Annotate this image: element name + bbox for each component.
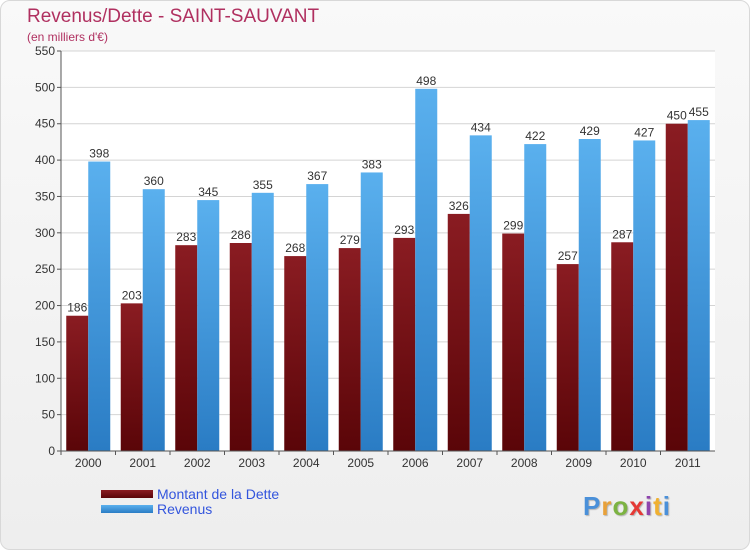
x-tick-label-2011: 2011 [675,456,701,470]
logo-letter-4: i [644,491,654,521]
bar-dette-2006 [393,237,416,451]
bar-dette-2003 [229,243,252,451]
bar-revenus-2011 [687,120,710,451]
x-tick-label-2005: 2005 [347,456,374,470]
y-tick-label-550: 550 [35,44,55,58]
bar-revenus-2007 [469,135,492,451]
x-tick-label-2008: 2008 [511,456,538,470]
bar-revenus-2000 [88,161,111,451]
y-tick-label-400: 400 [35,153,55,167]
bar-dette-2009 [556,264,579,451]
y-tick-label-200: 200 [35,299,55,313]
grid-lines [61,50,715,452]
y-tick-label-300: 300 [35,226,55,240]
bar-dette-2000 [66,315,89,451]
logo-letter-0: P [583,491,602,521]
data-label-revenus-2000: 398 [89,147,109,161]
x-tick-label-2004: 2004 [293,456,320,470]
logo-letter-6: i [662,491,671,521]
bar-revenus-2009 [578,139,601,451]
bar-dette-2001 [120,303,143,451]
bar-revenus-2004 [306,184,329,451]
logo-letter-3: x [629,491,645,521]
bar-dette-2007 [447,213,470,451]
chart-subtitle: (en milliers d'€) [27,30,108,44]
bar-revenus-2001 [142,189,165,451]
y-tick-label-50: 50 [42,408,56,422]
data-label-dette-2011: 450 [667,109,687,123]
y-tick-label-0: 0 [48,444,55,458]
data-label-revenus-2001: 360 [144,174,164,188]
bar-revenus-2003 [251,192,274,451]
bar-dette-2005 [338,248,361,451]
legend-label-revenus: Revenus [157,501,213,517]
x-tick-label-2010: 2010 [620,456,647,470]
bar-dette-2004 [284,256,307,451]
data-labels: 186 398 203 360 283 345 286 355 268 367 279 383 293 4… [67,74,709,315]
data-label-revenus-2006: 498 [416,74,436,88]
bar-revenus-2002 [197,200,220,451]
data-label-revenus-2005: 383 [362,157,382,171]
data-label-dette-2007: 326 [449,199,469,213]
y-tick-label-250: 250 [35,262,55,276]
x-tick-label-2006: 2006 [402,456,429,470]
logo-letter-2: o [612,491,630,521]
data-label-dette-2003: 286 [231,228,251,242]
data-label-dette-2002: 283 [176,230,196,244]
x-tick-label-2002: 2002 [184,456,211,470]
bar-revenus-2008 [524,144,547,451]
data-label-dette-2009: 257 [558,249,578,263]
y-tick-label-150: 150 [35,335,55,349]
proxiti-logo: Proxiti [583,491,671,522]
bar-revenus-2010 [633,140,656,452]
x-tick-label-2000: 2000 [75,456,102,470]
data-label-revenus-2003: 355 [253,178,273,192]
data-label-revenus-2010: 427 [634,125,654,139]
data-label-dette-2008: 299 [503,219,523,233]
data-label-dette-2010: 287 [612,227,632,241]
y-tick-label-350: 350 [35,189,55,203]
bar-revenus-2005 [360,172,383,452]
plot-area [61,51,715,451]
x-tick-label-2001: 2001 [129,456,156,470]
y-tick-label-500: 500 [35,80,55,94]
bar-dette-2011 [665,123,688,452]
bar-dette-2010 [611,242,634,451]
data-label-dette-2006: 293 [394,223,414,237]
x-tick-label-2009: 2009 [565,456,592,470]
logo-letter-5: t [653,491,663,521]
y-tick-label-450: 450 [35,117,55,131]
data-label-revenus-2002: 345 [198,185,218,199]
bar-dette-2002 [175,245,198,451]
legend-swatch-dette [101,490,153,498]
data-label-revenus-2004: 367 [307,169,327,183]
bars [66,88,710,452]
chart-title: Revenus/Dette - SAINT-SAUVANT [27,6,320,27]
legend-label-dette: Montant de la Dette [157,486,280,502]
logo-letter-1: r [601,491,613,521]
data-label-revenus-2008: 422 [525,129,545,143]
bar-revenus-2006 [415,88,438,452]
data-label-dette-2001: 203 [122,288,142,302]
data-label-dette-2005: 279 [340,233,360,247]
data-label-revenus-2009: 429 [580,124,600,138]
data-label-revenus-2011: 455 [689,105,709,119]
x-tick-label-2007: 2007 [456,456,483,470]
legend-swatch-revenus [101,505,153,513]
data-label-dette-2004: 268 [285,241,305,255]
bar-dette-2008 [502,233,525,451]
x-tick-label-2003: 2003 [238,456,265,470]
data-label-revenus-2007: 434 [471,120,491,134]
axes: 0 50 100 150 200 250 300 350 400 450 500 550 2000 200… [35,44,715,470]
data-label-dette-2000: 186 [67,301,87,315]
y-tick-label-100: 100 [35,371,55,385]
